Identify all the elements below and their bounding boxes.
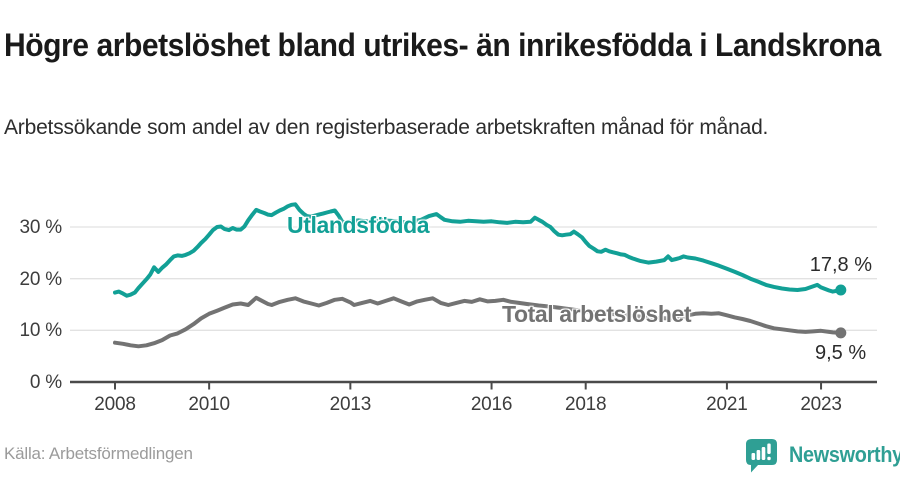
- y-axis-label: 20 %: [19, 268, 62, 290]
- chart-svg: [70, 202, 877, 390]
- x-axis-label: 2023: [800, 394, 842, 415]
- newsworthy-logo-text: Newsworthy: [789, 442, 900, 467]
- end-value-label-total: 9,5 %: [815, 342, 867, 364]
- series-label-total-arbetsloshet: Total arbetslöshet: [502, 301, 692, 327]
- y-axis-label: 30 %: [19, 216, 62, 238]
- source-note: Källa: Arbetsförmedlingen: [4, 444, 193, 463]
- x-axis-label: 2010: [188, 394, 230, 415]
- newsworthy-logo-icon: [746, 439, 777, 473]
- x-axis-label: 2016: [470, 394, 513, 415]
- y-axis-label: 0 %: [29, 372, 62, 393]
- end-value-label-utlandsfodda: 17,8 %: [809, 254, 872, 276]
- x-axis-label: 2013: [329, 394, 372, 415]
- chart-subtitle: Arbetssökande som andel av den registerb…: [4, 116, 769, 139]
- x-axis-label: 2008: [94, 394, 136, 415]
- page-title: Högre arbetslöshet bland utrikes- än inr…: [4, 27, 881, 64]
- x-axis-label: 2021: [706, 394, 748, 415]
- series-label-utlandsfodda: Utlandsfödda: [287, 212, 430, 238]
- x-axis-label: 2018: [564, 394, 607, 415]
- newsworthy-logo: Newsworthy: [745, 438, 900, 474]
- line-chart: [0, 178, 900, 418]
- y-axis-label: 10 %: [19, 320, 62, 342]
